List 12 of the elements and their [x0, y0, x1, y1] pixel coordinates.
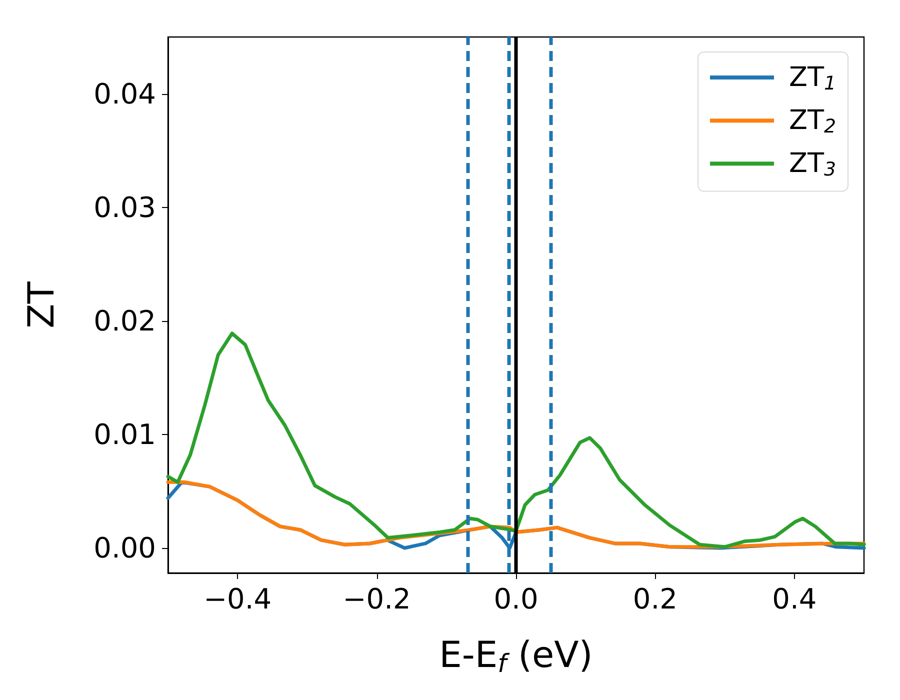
- y-tick-label: 0.02: [94, 304, 156, 338]
- y-tick-label: 0.03: [94, 190, 156, 224]
- y-axis-title: ZT: [22, 280, 62, 328]
- x-tick-label: 0.4: [772, 582, 817, 616]
- x-tick-label: −0.2: [342, 582, 411, 616]
- line-series: [166, 332, 866, 549]
- x-tick-label: 0.0: [494, 582, 538, 616]
- y-tick-label: 0.04: [94, 77, 156, 110]
- y-tick-label: 0.01: [94, 418, 156, 451]
- x-tick-label: 0.2: [632, 582, 678, 616]
- x-tick-label: −0.4: [204, 582, 272, 616]
- y-tick-label: 0.00: [94, 532, 156, 565]
